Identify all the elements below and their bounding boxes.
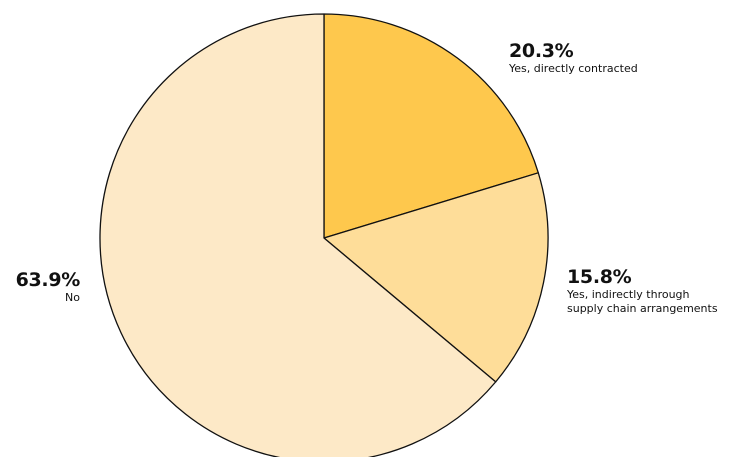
pie-slice-no	[99, 13, 497, 457]
slice-value-directly-contracted: 20.3%	[509, 40, 574, 62]
slice-value-no: 63.9%	[15, 269, 81, 291]
slice-value-indirectly-supply-chain: 15.8%	[567, 266, 632, 288]
slice-label-indirectly-supply-chain: 15.8% Yes, indirectly through supply cha…	[567, 266, 727, 316]
pie-slice-indirectly-supply-chain	[323, 172, 549, 383]
slice-name-indirectly-supply-chain: Yes, indirectly through supply chain arr…	[567, 288, 718, 315]
slice-label-directly-contracted: 20.3% Yes, directly contracted	[509, 40, 709, 76]
slice-name-directly-contracted: Yes, directly contracted	[509, 62, 638, 75]
slice-name-no: No	[65, 291, 80, 304]
pie-slice-directly-contracted	[323, 13, 539, 239]
slice-label-no: 63.9% No	[0, 269, 81, 305]
